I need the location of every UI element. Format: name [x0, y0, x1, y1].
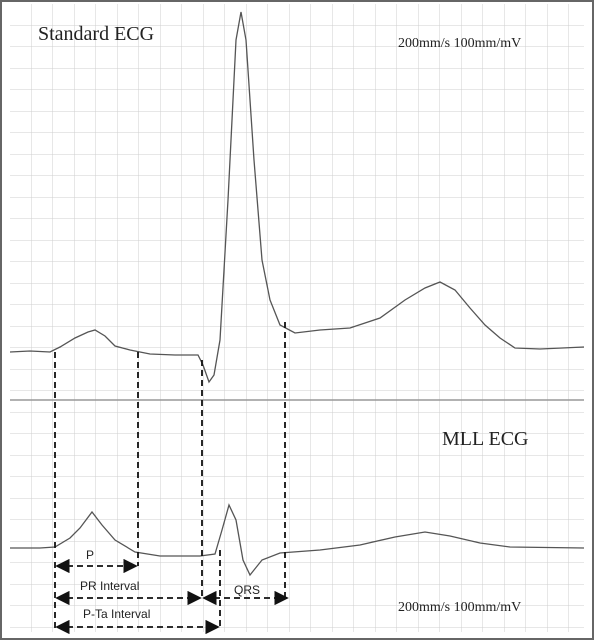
scale-label: 200mm/s 100mm/mV	[398, 36, 521, 51]
standard-waveform	[9, 11, 585, 384]
interval-label: P	[86, 548, 94, 562]
interval-label: PR Interval	[80, 579, 139, 593]
interval-label: QRS	[234, 583, 260, 597]
grid	[10, 4, 584, 632]
panel-title: Standard ECG	[38, 23, 154, 45]
interval-label: P-Ta Interval	[83, 607, 150, 621]
scale-label: 200mm/s 100mm/mV	[398, 600, 521, 615]
interval-guides	[54, 322, 286, 630]
mll-waveform	[10, 503, 585, 577]
panel-title: MLL ECG	[442, 428, 528, 450]
